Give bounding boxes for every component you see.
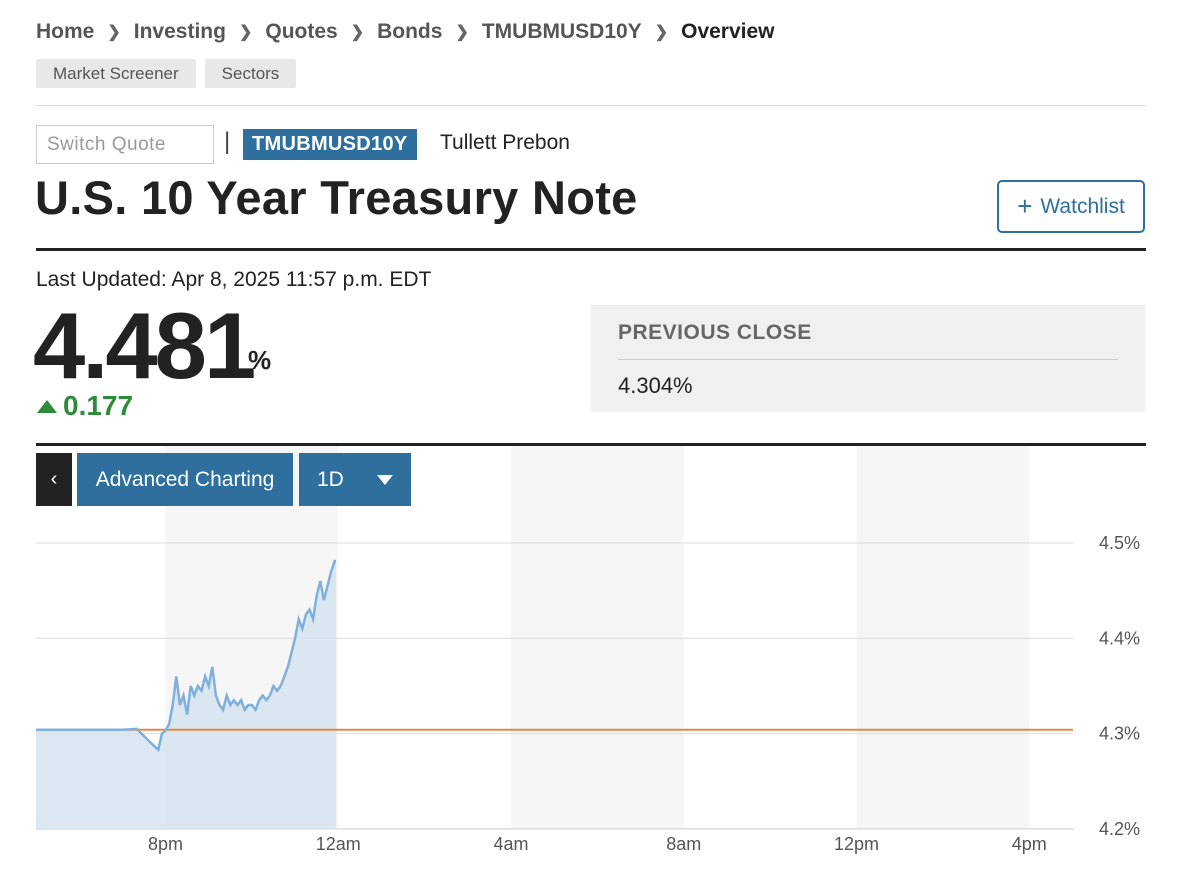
sectors-link[interactable]: Sectors [204, 59, 297, 88]
price-change: 0.177 [37, 390, 133, 422]
triangle-up-icon [37, 399, 57, 413]
chevron-right-icon: ❯ [107, 24, 121, 41]
previous-close-label: PREVIOUS CLOSE [618, 321, 812, 344]
x-tick-label: 8pm [148, 834, 183, 854]
breadcrumb: Home ❯ Investing ❯ Quotes ❯ Bonds ❯ TMUB… [36, 18, 775, 46]
shaded-band [856, 446, 1030, 829]
plus-icon: + [1017, 190, 1033, 221]
y-tick-label: 4.3% [1099, 724, 1140, 744]
chart-area-fill [36, 561, 337, 829]
chart-back-button[interactable]: ‹ [36, 453, 72, 506]
page-title: U.S. 10 Year Treasury Note [35, 171, 638, 224]
breadcrumb-investing[interactable]: Investing [133, 20, 226, 43]
breadcrumb-bonds[interactable]: Bonds [377, 20, 443, 43]
divider [36, 443, 1146, 446]
chevron-right-icon: ❯ [455, 24, 469, 41]
previous-close-value: 4.304% [618, 373, 693, 398]
watchlist-label: Watchlist [1040, 194, 1125, 218]
x-tick-label: 4pm [1012, 834, 1047, 854]
breadcrumb-home[interactable]: Home [36, 20, 95, 43]
breadcrumb-current: Overview [681, 20, 775, 43]
time-range-dropdown[interactable]: 1D [299, 453, 411, 506]
chevron-right-icon: ❯ [350, 24, 365, 41]
advanced-charting-button[interactable]: Advanced Charting [77, 453, 293, 506]
price-value: 4.481 [33, 293, 256, 398]
switch-quote-input[interactable] [36, 125, 214, 164]
divider [618, 359, 1118, 360]
last-updated: Last Updated: Apr 8, 2025 11:57 p.m. EDT [36, 268, 432, 291]
chevron-right-icon: ❯ [654, 24, 669, 41]
divider [36, 105, 1146, 106]
previous-close-panel: PREVIOUS CLOSE 4.304% [591, 305, 1145, 412]
y-tick-label: 4.4% [1099, 628, 1140, 648]
caret-down-icon [377, 474, 393, 485]
chevron-right-icon: ❯ [238, 24, 253, 41]
x-tick-label: 12am [316, 834, 361, 854]
y-axis-labels: 4.5% 4.4% 4.3% 4.2% [1099, 533, 1140, 839]
ticker-badge: TMUBMUSD10Y [243, 129, 417, 160]
change-value: 0.177 [63, 390, 134, 421]
chart-price-line [36, 559, 337, 753]
y-tick-label: 4.5% [1099, 533, 1140, 553]
x-tick-label: 4am [493, 834, 528, 854]
sub-navigation: Market Screener Sectors [36, 59, 297, 88]
x-tick-label: 8am [666, 834, 701, 854]
y-tick-label: 4.2% [1099, 819, 1140, 839]
shaded-band [511, 446, 684, 829]
add-to-watchlist-button[interactable]: + Watchlist [997, 180, 1145, 233]
breadcrumb-quotes[interactable]: Quotes [265, 20, 338, 43]
data-source: Tullett Prebon [440, 131, 570, 154]
divider [36, 248, 1146, 251]
price-unit: % [248, 345, 272, 375]
separator: | [224, 128, 231, 155]
breadcrumb-ticker[interactable]: TMUBMUSD10Y [481, 20, 642, 43]
x-axis-labels: 8pm 12am 4am 8am 12pm 4pm [148, 834, 1047, 854]
x-tick-label: 12pm [834, 834, 879, 854]
market-screener-link[interactable]: Market Screener [36, 59, 196, 88]
time-range-value: 1D [317, 467, 344, 491]
chevron-left-icon: ‹ [50, 468, 58, 490]
